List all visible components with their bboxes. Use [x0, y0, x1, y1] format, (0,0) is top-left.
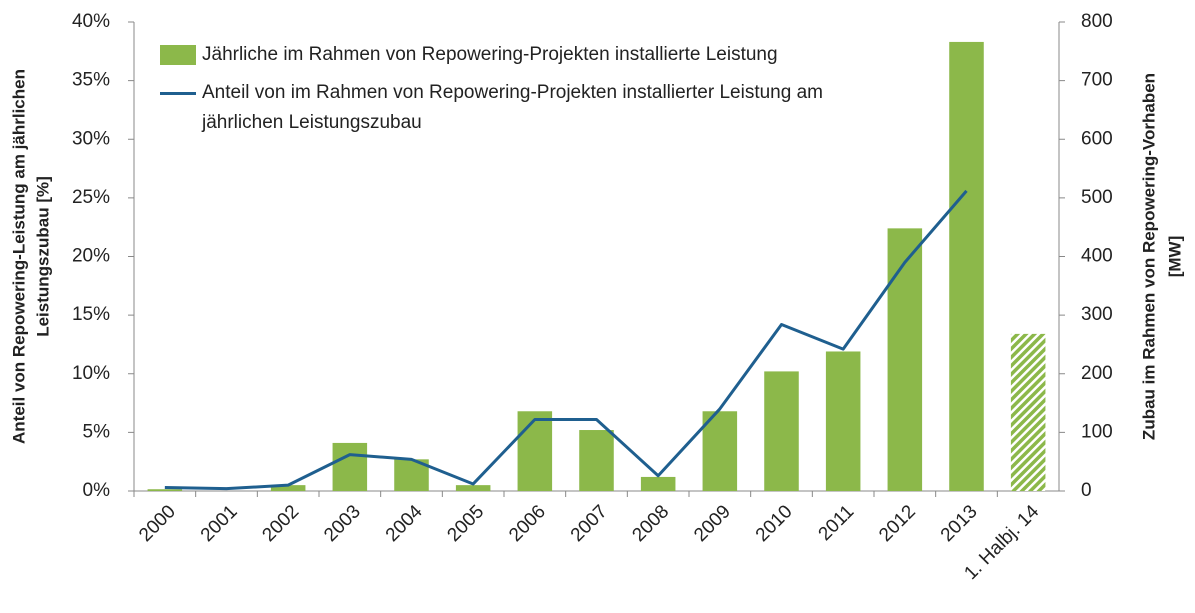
legend-label: Jährliche im Rahmen von Repowering-Proje…: [202, 44, 778, 65]
x-tick-label: 2002: [259, 501, 304, 546]
bar: [1010, 333, 1046, 491]
x-tick-label: 2006: [505, 501, 550, 546]
y-tick-label: 0%: [83, 480, 111, 501]
y2-tick-label: 200: [1081, 363, 1113, 384]
y-tick-label: 5%: [83, 421, 111, 442]
legend-entry: Jährliche im Rahmen von Repowering-Proje…: [160, 40, 860, 70]
legend-entry: Anteil von im Rahmen von Repowering-Proj…: [160, 78, 860, 138]
bar: [702, 411, 738, 491]
legend-swatch: [160, 45, 196, 65]
y2-tick-label: 800: [1081, 11, 1113, 32]
x-tick-label: 2012: [875, 501, 920, 546]
x-tick-label: 2009: [690, 501, 735, 546]
legend-label: Anteil von im Rahmen von Repowering-Proj…: [202, 82, 823, 133]
legend-swatch: [160, 92, 196, 95]
x-tick-label: 2005: [444, 501, 489, 546]
bar: [949, 41, 984, 492]
x-tick-label: 2000: [135, 501, 180, 546]
x-tick-label: 2001: [197, 501, 242, 546]
bar: [764, 371, 799, 491]
axis-title: Anteil von Repowering-Leistung am jährli…: [9, 69, 28, 444]
y2-tick-label: 400: [1081, 246, 1113, 267]
y2-tick-label: 300: [1081, 304, 1113, 325]
y-tick-label: 30%: [72, 128, 110, 149]
bar: [332, 442, 368, 491]
y-tick-label: 10%: [72, 363, 110, 384]
bar: [270, 485, 306, 491]
x-tick-label: 2010: [752, 501, 797, 546]
axis-title: [MW]: [1165, 236, 1184, 278]
legend: Jährliche im Rahmen von Repowering-Proje…: [160, 40, 860, 146]
bar: [455, 485, 491, 491]
axis-title: Zubau im Rahmen von Repowering-Vorhaben: [1139, 73, 1158, 440]
x-tick-label: 2013: [937, 501, 982, 546]
bar: [517, 411, 553, 491]
y2-tick-label: 0: [1081, 480, 1092, 501]
x-tick-label: 2008: [629, 501, 674, 546]
axis-title: Leistungszubau [%]: [33, 176, 52, 337]
x-tick-label: 2007: [567, 501, 612, 546]
x-tick-label: 2004: [382, 501, 427, 546]
x-tick-label: 2011: [815, 501, 859, 545]
y-tick-label: 25%: [72, 187, 110, 208]
bar: [825, 351, 861, 491]
y-tick-label: 15%: [72, 304, 110, 325]
bar: [640, 476, 676, 491]
bar: [147, 489, 183, 491]
y2-tick-label: 500: [1081, 187, 1113, 208]
y-tick-label: 35%: [72, 70, 110, 91]
line: [164, 189, 968, 491]
bar: [579, 430, 614, 491]
y-tick-label: 40%: [72, 11, 110, 32]
bar: [887, 228, 923, 492]
y2-tick-label: 100: [1081, 421, 1113, 442]
y2-tick-label: 700: [1081, 70, 1113, 91]
y2-tick-label: 600: [1081, 128, 1113, 149]
x-tick-label: 2003: [320, 501, 365, 546]
y-tick-label: 20%: [72, 246, 110, 267]
